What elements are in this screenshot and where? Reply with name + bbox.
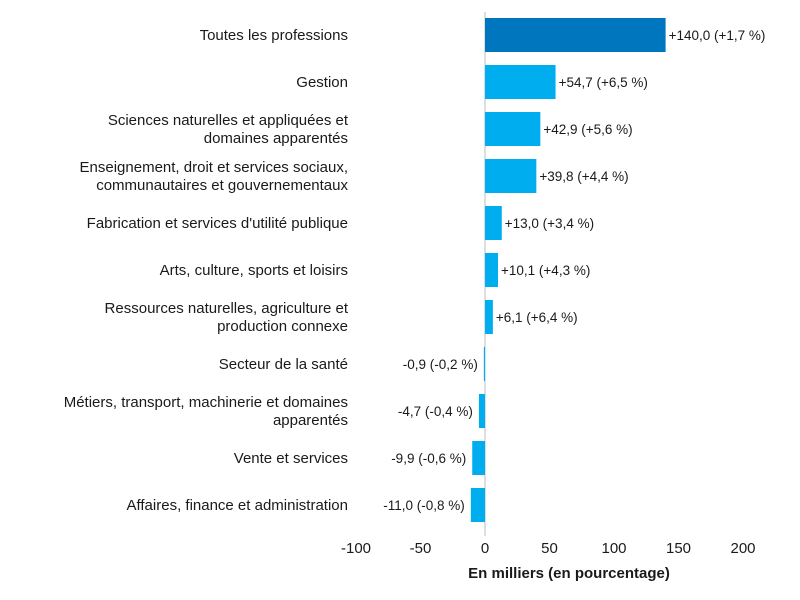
x-tick-label-1: -50 (410, 540, 432, 557)
data-labels: +140,0 (+1,7 %) +54,7 (+6,5 %) +42,9 (+5,6… (383, 28, 765, 513)
x-tick-label-3: 50 (541, 540, 558, 557)
category-label-2: Sciences naturelles et appliquées et doma… (108, 112, 349, 147)
category-label-6: Ressources naturelles, agriculture et pro… (105, 300, 349, 335)
data-label-2: +42,9 (+5,6 %) (543, 122, 632, 137)
category-label-3: Enseignement, droit et services sociaux,… (80, 159, 349, 194)
category-label-7: Secteur de la santé (219, 356, 348, 373)
category-labels: Toutes les professions Gestion Sciences na… (64, 27, 349, 514)
data-label-1: +54,7 (+6,5 %) (559, 75, 648, 90)
x-axis-title: En milliers (en pourcentage) (468, 565, 670, 582)
data-label-0: +140,0 (+1,7 %) (669, 28, 766, 43)
data-label-10: -11,0 (-0,8 %) (383, 498, 465, 513)
data-label-9: -9,9 (-0,6 %) (391, 451, 466, 466)
x-tick-label-0: -100 (341, 540, 371, 557)
data-label-8: -4,7 (-0,4 %) (398, 404, 473, 419)
bar-8 (478, 394, 485, 428)
data-label-7: -0,9 (-0,2 %) (403, 357, 478, 372)
category-label-4: Fabrication et services d'utilité publiq… (87, 215, 348, 232)
bar-3 (485, 159, 537, 193)
category-label-0: Toutes les professions (200, 27, 348, 44)
bar-10 (470, 488, 485, 522)
bars-layer (470, 18, 666, 522)
category-label-1: Gestion (296, 74, 348, 91)
bar-9 (472, 441, 485, 475)
category-label-8: Métiers, transport, machinerie et domain… (64, 394, 348, 429)
category-label-9: Vente et services (234, 450, 348, 467)
bar-2 (485, 112, 541, 146)
bar-5 (485, 253, 499, 287)
x-tick-label-2: 0 (481, 540, 489, 557)
bar-1 (485, 65, 556, 99)
bar-7 (483, 347, 485, 381)
x-axis-ticks: -100 -50 0 50 100 150 200 (341, 540, 756, 557)
x-tick-label-6: 200 (730, 540, 755, 557)
data-label-4: +13,0 (+3,4 %) (505, 216, 594, 231)
x-tick-label-5: 150 (666, 540, 691, 557)
data-label-3: +39,8 (+4,4 %) (539, 169, 628, 184)
bar-0 (485, 18, 666, 52)
category-label-5: Arts, culture, sports et loisirs (160, 262, 348, 279)
data-label-6: +6,1 (+6,4 %) (496, 310, 578, 325)
bar-4 (485, 206, 502, 240)
data-label-5: +10,1 (+4,3 %) (501, 263, 590, 278)
bar-6 (485, 300, 493, 334)
category-label-10: Affaires, finance et administration (126, 497, 348, 514)
x-tick-label-4: 100 (601, 540, 626, 557)
